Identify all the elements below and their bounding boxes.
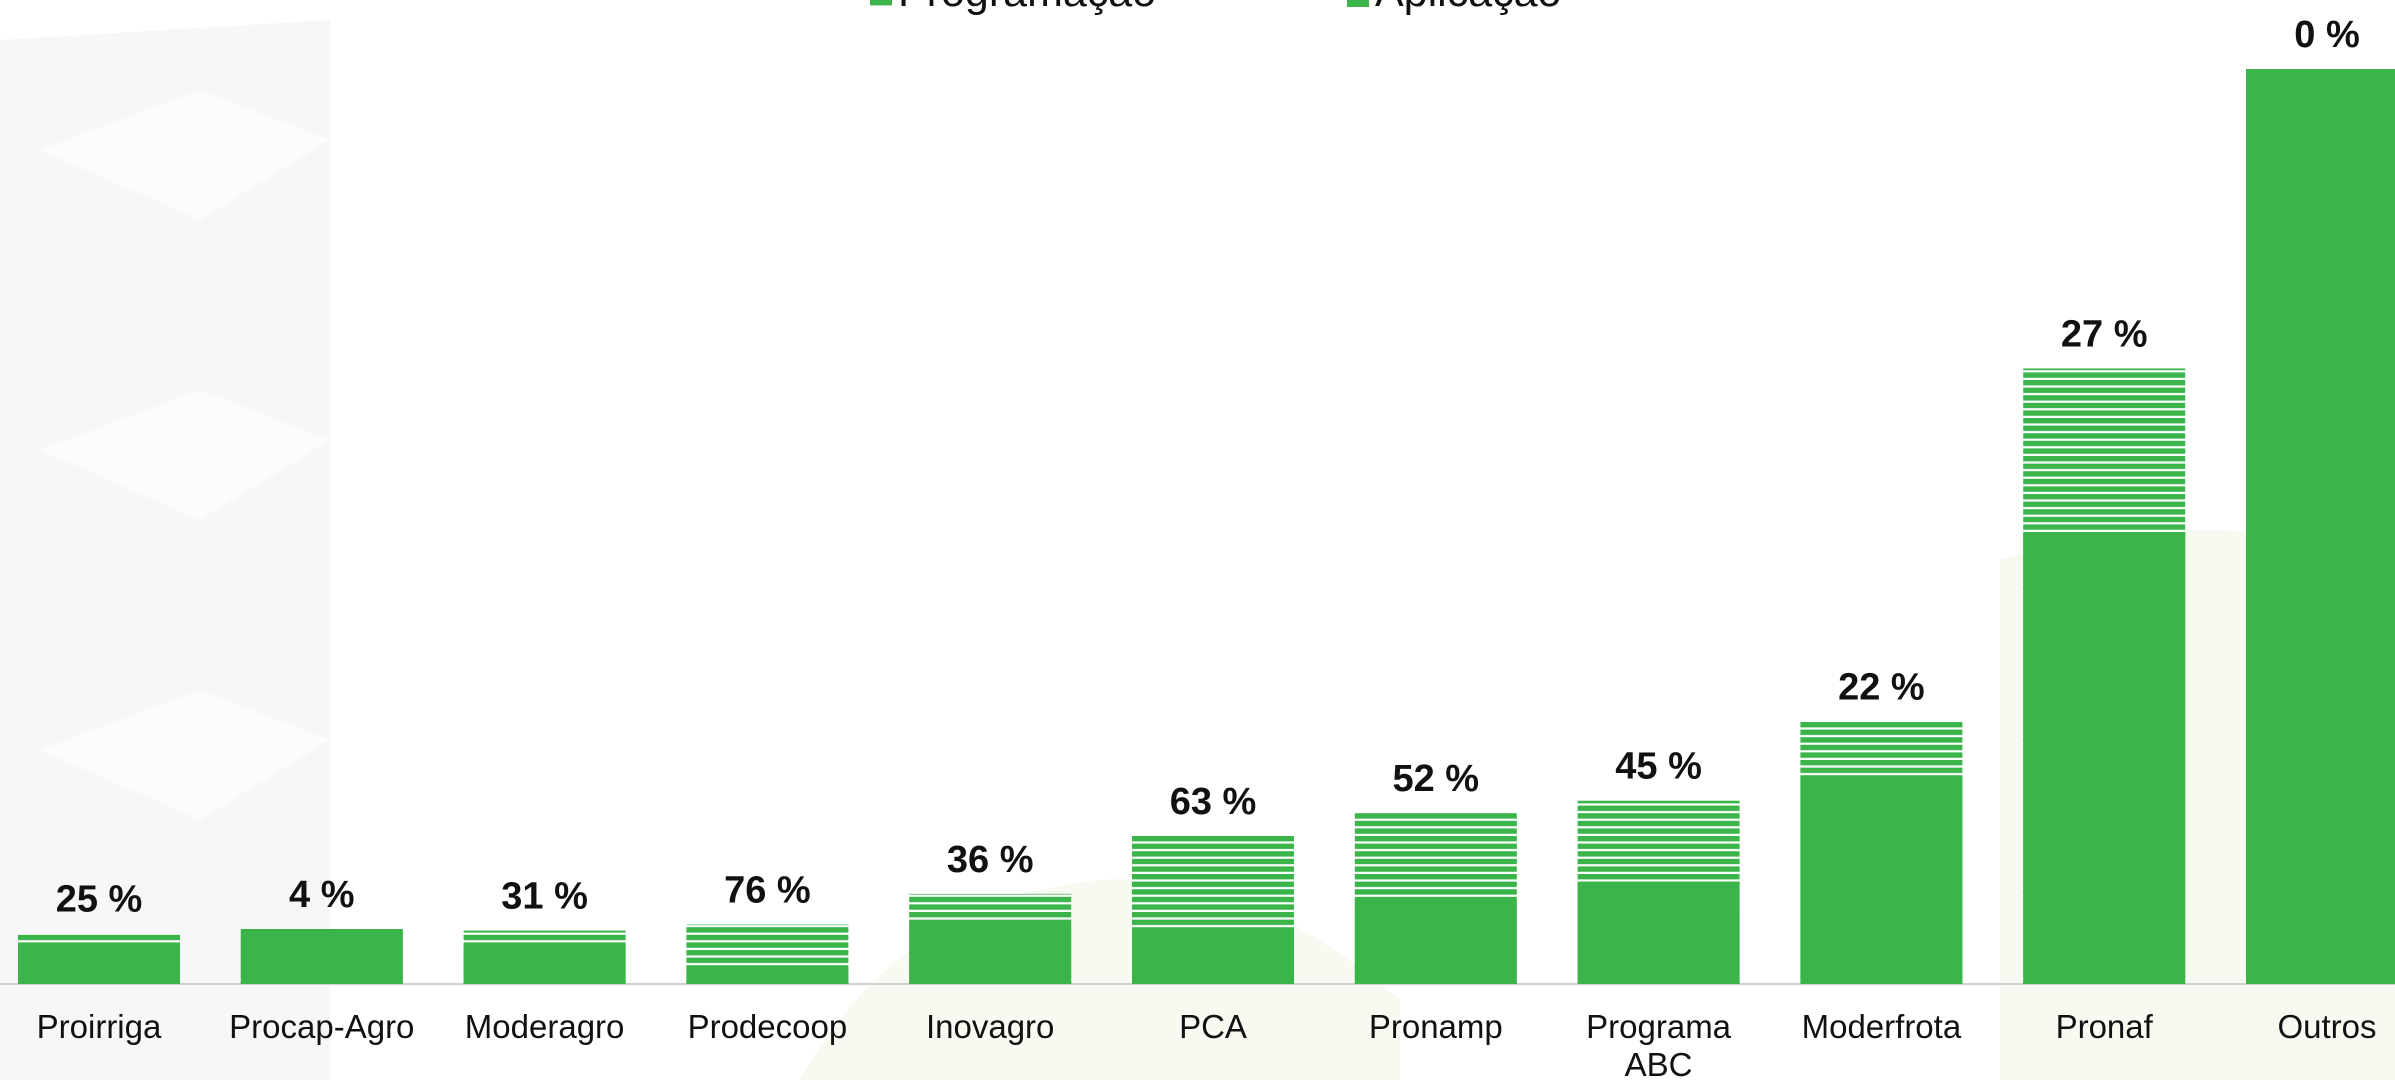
data-label: 45 %	[1615, 746, 1702, 788]
bar	[1577, 881, 1740, 984]
x-tick-label: Programa ABC	[1586, 1008, 1732, 1080]
data-label: 31 %	[501, 876, 588, 918]
x-tick-label: Procap-Agro	[229, 1008, 414, 1045]
data-label: 27 %	[2061, 313, 2148, 355]
x-tick-label: Moderagro	[465, 1008, 625, 1045]
data-label: 4 %	[289, 874, 354, 916]
x-tick-label: Pronaf	[2056, 1008, 2154, 1045]
x-tick-label: Proirriga	[37, 1008, 162, 1045]
x-tick-label: Prodecoop	[688, 1008, 848, 1045]
legend-swatch	[870, 0, 892, 7]
x-tick-label: Pronamp	[1369, 1008, 1503, 1045]
legend-label: Aplicação	[1375, 0, 1561, 16]
legend-swatch	[1347, 0, 1369, 7]
bar	[909, 922, 1072, 984]
bar	[686, 970, 849, 984]
data-label: 22 %	[1838, 666, 1925, 708]
data-label: 36 %	[947, 839, 1034, 881]
bar	[240, 930, 403, 984]
bar	[2246, 69, 2395, 985]
bar	[1354, 899, 1517, 984]
bar	[18, 945, 180, 984]
x-tick-label: PCA	[1179, 1008, 1247, 1045]
bar	[2023, 533, 2186, 984]
x-tick-label: Inovagro	[926, 1008, 1054, 1045]
bar	[1132, 929, 1294, 984]
bar	[463, 945, 626, 984]
bar	[1800, 779, 1963, 984]
x-tick-label: Outros	[2277, 1008, 2376, 1045]
data-label: 0 %	[2294, 14, 2359, 56]
data-label: 25 %	[56, 879, 143, 921]
data-label: 76 %	[724, 869, 811, 911]
data-label: 52 %	[1392, 758, 1479, 800]
x-tick-label: Moderfrota	[1802, 1008, 1962, 1045]
legend-label: Programação	[898, 0, 1156, 16]
data-label: 63 %	[1170, 781, 1257, 823]
